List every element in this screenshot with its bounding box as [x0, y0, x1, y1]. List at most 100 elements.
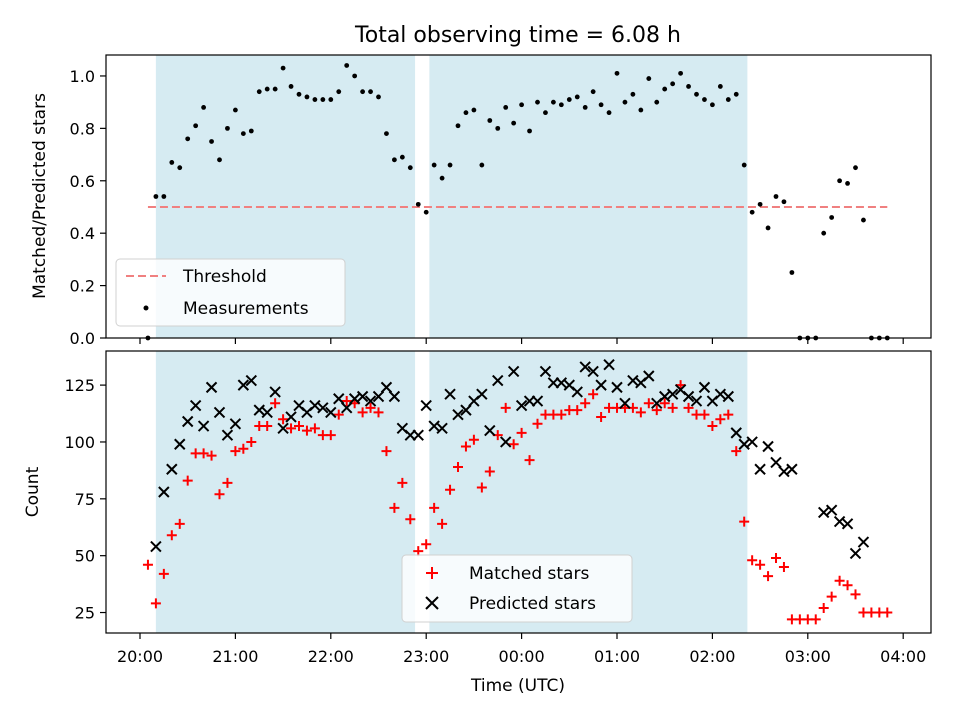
- matched-legend-label: Matched stars: [469, 564, 589, 584]
- predicted-star-point: [213, 406, 226, 419]
- measurement-point: [439, 175, 445, 181]
- bottom-legend: Matched stars Predicted stars: [401, 554, 633, 623]
- measurement-point: [193, 123, 199, 129]
- chart-title: Total observing time = 6.08 h: [354, 23, 681, 48]
- matched-star-point: [524, 455, 535, 466]
- predicted-star-point: [229, 418, 242, 430]
- matched-star-point: [381, 446, 392, 457]
- measurement-point: [702, 97, 707, 102]
- matched-star-point: [532, 418, 543, 429]
- predicted-star-point: [269, 386, 281, 398]
- top-ytick-label: 0.0: [70, 329, 95, 348]
- measurement-point: [725, 97, 731, 102]
- predicted-star-point: [770, 456, 782, 469]
- top-ytick-label: 0.6: [70, 172, 95, 191]
- measurement-point: [710, 102, 715, 108]
- predicted-star-point: [197, 420, 210, 432]
- predicted-star-point: [555, 377, 568, 389]
- measurement-point: [169, 160, 175, 165]
- measurement-point: [240, 131, 246, 137]
- measurement-point: [495, 125, 501, 131]
- top-x-ticks: [139, 338, 904, 344]
- predicted-legend-label: Predicted stars: [469, 594, 596, 614]
- predicted-star-point: [205, 381, 218, 394]
- measurement-point: [384, 131, 389, 137]
- predicted-star-point: [277, 422, 289, 435]
- matched-star-point: [739, 516, 750, 527]
- xtick-label: 22:00: [308, 647, 354, 666]
- predicted-star-point: [658, 390, 671, 403]
- predicted-star-point: [786, 463, 798, 475]
- matched-star-point: [365, 402, 376, 413]
- measurement-point: [678, 70, 683, 76]
- predicted-star-point: [499, 436, 512, 448]
- predicted-star-point: [571, 386, 583, 398]
- matched-star-point: [246, 436, 257, 447]
- measurement-point: [479, 162, 485, 168]
- measurement-point: [272, 86, 278, 92]
- matched-star-point: [747, 555, 758, 566]
- measurement-point: [447, 162, 453, 168]
- measurement-point: [861, 217, 866, 223]
- measurement-point: [781, 199, 787, 205]
- bottom-panel: 25 50 75 100 125 20:00 21:00 22:00 23:00 00:00 01…: [23, 350, 932, 696]
- predicted-star-point: [174, 438, 186, 450]
- measurement-point: [248, 128, 254, 134]
- predicted-star-point: [714, 388, 727, 400]
- measurement-point: [630, 91, 636, 97]
- measurement-point: [177, 165, 183, 171]
- matched-star-point: [214, 489, 225, 500]
- predicted-star-point: [857, 536, 870, 548]
- matched-star-point: [468, 434, 479, 445]
- predicted-star-point: [587, 365, 599, 378]
- matched-star-point: [723, 409, 734, 420]
- measurement-point: [574, 94, 580, 100]
- predicted-star-point: [261, 406, 273, 419]
- measurement-point: [288, 84, 294, 89]
- matched-star-point: [508, 439, 519, 450]
- matched-star-point: [818, 602, 829, 613]
- measurement-point: [757, 201, 763, 207]
- measurement-point: [376, 94, 381, 100]
- measurement-point: [582, 105, 588, 110]
- measurement-point: [765, 225, 771, 231]
- matched-star-point: [484, 466, 495, 477]
- matched-star-point: [174, 518, 185, 529]
- predicted-star-point: [221, 429, 234, 441]
- measurement-point: [527, 128, 532, 134]
- matched-star-point: [771, 552, 781, 563]
- xtick-label: 21:00: [212, 647, 258, 666]
- measurement-point: [304, 94, 310, 100]
- matched-star-point: [325, 430, 336, 441]
- predicted-star-point: [380, 381, 393, 394]
- predicted-star-point: [603, 358, 615, 371]
- matched-star-point: [580, 398, 591, 409]
- matched-star-point: [262, 421, 273, 432]
- predicted-star-point: [619, 397, 631, 410]
- matched-star-point: [715, 414, 726, 425]
- xtick-label: 03:00: [785, 647, 831, 666]
- matched-star-point: [270, 398, 281, 409]
- measurement-point: [312, 97, 318, 102]
- measurement-point: [558, 102, 564, 108]
- predicted-star-point: [237, 379, 250, 391]
- matched-star-point: [572, 405, 583, 416]
- measurement-point: [717, 84, 723, 89]
- matched-star-point: [834, 575, 845, 586]
- matched-star-point: [301, 425, 312, 436]
- matched-star-point: [333, 409, 344, 420]
- matched-star-point: [882, 607, 893, 618]
- threshold-legend-label: Threshold: [182, 267, 267, 287]
- measurement-point: [233, 107, 238, 113]
- matched-star-point: [445, 484, 456, 495]
- measurement-point: [694, 91, 699, 97]
- measurement-point: [837, 178, 842, 184]
- top-ytick-label: 0.4: [70, 224, 95, 243]
- top-y-axis: 0.0 0.2 0.4 0.6 0.8 1.0: [70, 67, 106, 348]
- xtick-label: 01:00: [594, 647, 640, 666]
- bottom-ytick-label: 100: [64, 433, 95, 452]
- matched-star-point: [413, 546, 424, 557]
- measurement-point: [455, 123, 461, 129]
- measurement-point: [614, 70, 620, 76]
- matched-star-point: [230, 446, 241, 457]
